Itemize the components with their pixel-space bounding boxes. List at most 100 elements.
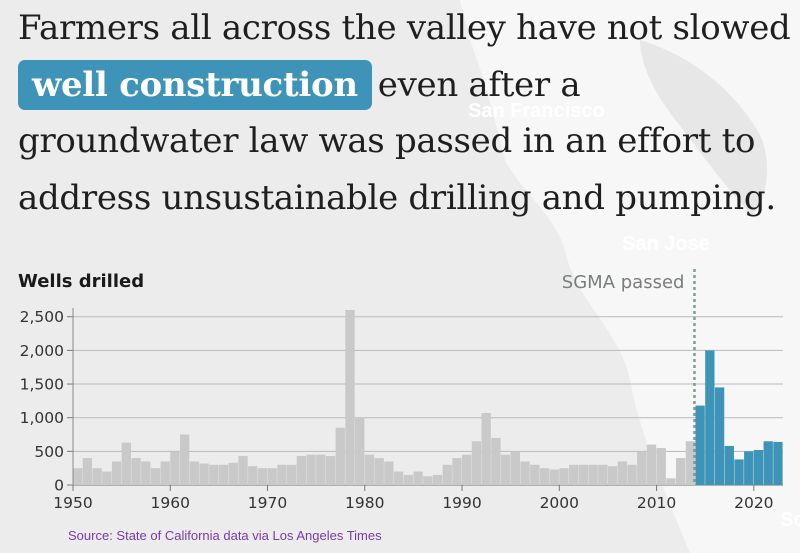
y-tick-label: 1,500 xyxy=(20,376,64,394)
bar xyxy=(500,454,511,485)
bar xyxy=(617,461,627,485)
y-tick-label: 2,000 xyxy=(20,342,64,360)
x-tick-label: 1970 xyxy=(248,494,287,512)
bar xyxy=(335,427,345,485)
bar xyxy=(423,476,433,485)
bar xyxy=(355,417,365,485)
bar xyxy=(627,464,637,485)
source-note: Source: State of California data via Los… xyxy=(68,528,382,543)
bar xyxy=(744,451,754,485)
bar xyxy=(199,463,209,485)
bar xyxy=(92,468,102,485)
bar xyxy=(607,466,618,485)
bar xyxy=(637,451,647,485)
bar xyxy=(296,456,307,485)
bar xyxy=(82,458,93,485)
bar xyxy=(763,441,773,485)
bar xyxy=(73,468,83,485)
x-tick-label: 1980 xyxy=(345,494,384,512)
bar xyxy=(559,468,569,485)
bar xyxy=(257,468,268,485)
bar xyxy=(471,441,482,485)
bar xyxy=(121,442,131,485)
bar xyxy=(724,445,734,485)
bar xyxy=(393,471,404,485)
bar xyxy=(218,464,229,485)
sgma-annotation: SGMA passed xyxy=(562,269,696,485)
bar xyxy=(481,412,491,485)
bar xyxy=(131,458,141,485)
y-tick-label: 500 xyxy=(34,443,64,461)
highlight-badge: well construction xyxy=(18,59,372,110)
y-tick-label: 1,000 xyxy=(20,409,64,427)
bar xyxy=(530,464,540,485)
map-label-san-jose: San Jose xyxy=(622,233,710,255)
x-tick-label: 2000 xyxy=(540,494,579,512)
bar xyxy=(432,474,443,485)
bar xyxy=(734,459,744,485)
x-tick-label: 1950 xyxy=(53,494,92,512)
x-tick-label: 1990 xyxy=(442,494,481,512)
bar xyxy=(549,469,559,485)
bar xyxy=(452,458,462,485)
bar xyxy=(714,387,725,485)
bar xyxy=(306,454,316,485)
y-tick-label: 2,500 xyxy=(20,308,64,326)
bar xyxy=(413,471,423,485)
bar xyxy=(345,310,355,485)
bar xyxy=(150,468,161,485)
bar xyxy=(442,464,452,485)
bar xyxy=(160,461,170,485)
bar xyxy=(666,478,676,485)
bar xyxy=(374,458,384,485)
bar xyxy=(209,464,219,485)
headline-line-3: groundwater law was passed in an effort … xyxy=(18,121,756,161)
bar xyxy=(248,466,258,485)
bar xyxy=(384,461,394,485)
y-tick-label: 0 xyxy=(54,477,64,495)
bar xyxy=(102,471,112,485)
bay-inlet-shape xyxy=(640,40,767,215)
sgma-label: SGMA passed xyxy=(562,272,685,293)
x-tick-label: 1960 xyxy=(151,494,190,512)
x-tick-label: 2010 xyxy=(637,494,676,512)
bar xyxy=(656,447,666,485)
map-label-san-francisco: San Francisco xyxy=(468,100,605,122)
wells-bar-chart: Wells drilled 0 500 1,000 1,500 2,000 2,500 1… xyxy=(18,269,783,512)
bar xyxy=(676,458,686,485)
headline-line-4: address unsustainable drilling and pumpi… xyxy=(18,177,776,218)
y-ticks: 0 500 1,000 1,500 2,000 2,500 xyxy=(20,308,74,495)
bar xyxy=(578,464,589,485)
headline: Farmers all across the valley have not s… xyxy=(18,0,798,226)
bar xyxy=(569,464,579,485)
bar xyxy=(598,464,608,485)
bar xyxy=(277,464,287,485)
bar xyxy=(179,434,190,485)
bar xyxy=(753,450,764,485)
bar xyxy=(141,461,151,485)
bar xyxy=(491,437,501,485)
bar xyxy=(588,464,598,485)
x-ticks: 1950 1960 1970 1980 1990 2000 2010 2020 xyxy=(53,485,774,512)
gridlines xyxy=(73,316,783,486)
bar xyxy=(286,464,297,485)
bar xyxy=(539,468,550,485)
bar xyxy=(325,456,336,485)
bar xyxy=(316,454,326,485)
y-axis-label: Wells drilled xyxy=(18,271,144,292)
bar xyxy=(364,454,375,485)
bar xyxy=(646,444,657,485)
bar xyxy=(705,350,715,485)
bar xyxy=(228,462,238,485)
bar xyxy=(111,461,122,485)
bar xyxy=(510,451,520,485)
bar xyxy=(238,456,248,485)
headline-line-2-rest: even after a xyxy=(377,64,581,105)
bar xyxy=(170,451,180,485)
headline-line-1: Farmers all across the valley have not s… xyxy=(18,8,791,48)
bar xyxy=(267,468,277,485)
x-tick-label: 2020 xyxy=(734,494,773,512)
headline-line-2: well construction even after a xyxy=(18,57,798,114)
bar xyxy=(685,441,696,485)
bars xyxy=(73,310,783,485)
